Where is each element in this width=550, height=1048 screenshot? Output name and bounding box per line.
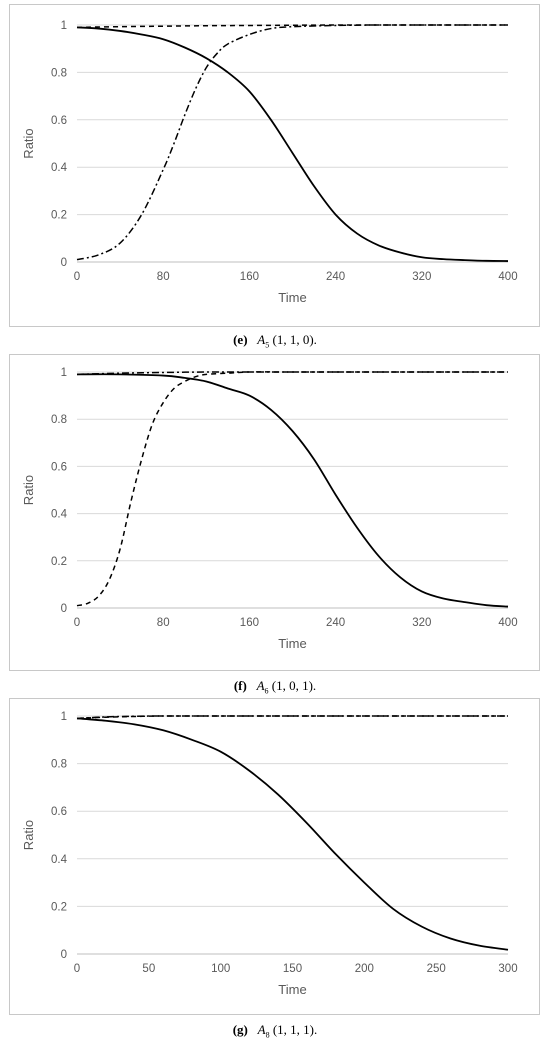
y-tick-label: 0.6 bbox=[51, 806, 67, 818]
x-tick-label: 150 bbox=[283, 963, 302, 975]
x-axis-title: Time bbox=[278, 982, 306, 997]
x-tick-label: 400 bbox=[498, 617, 517, 629]
series-line-dashdot bbox=[76, 24, 508, 261]
caption-args: (1, 1, 0). bbox=[272, 332, 317, 347]
series-line-dashed bbox=[76, 24, 508, 29]
y-axis-title: Ratio bbox=[21, 820, 36, 850]
x-axis-title: Time bbox=[278, 290, 306, 305]
caption-panel-e: (e) A5 (1, 1, 0). bbox=[0, 332, 550, 350]
y-tick-label: 1 bbox=[61, 711, 67, 723]
caption-label: (e) bbox=[233, 332, 248, 347]
x-tick-label: 80 bbox=[157, 617, 170, 629]
x-tick-label: 320 bbox=[412, 617, 431, 629]
caption-subscript: 8 bbox=[265, 1030, 270, 1040]
y-axis-title: Ratio bbox=[21, 128, 36, 158]
series-line-solid bbox=[76, 26, 509, 262]
chart-panel-e: 0 0.2 0.4 0.6 0.8 1 0 80 160 240 320 400 Time Ratio bbox=[21, 20, 518, 305]
caption-label: (g) bbox=[232, 1022, 248, 1037]
y-tick-label: 0.2 bbox=[51, 901, 67, 913]
series-line-solid bbox=[76, 373, 509, 608]
caption-panel-g: (g) A8 (1, 1, 1). bbox=[0, 1022, 550, 1040]
caption-symbol: A bbox=[257, 1022, 266, 1037]
x-tick-label: 300 bbox=[498, 963, 517, 975]
y-tick-label: 0.8 bbox=[51, 759, 67, 771]
y-tick-label: 0.4 bbox=[51, 509, 68, 521]
x-tick-label: 250 bbox=[427, 963, 446, 975]
x-tick-label: 50 bbox=[142, 963, 155, 975]
y-tick-label: 0.6 bbox=[51, 461, 67, 473]
y-tick-label: 0.2 bbox=[51, 210, 67, 222]
y-tick-label: 0.2 bbox=[51, 556, 67, 568]
x-axis-title: Time bbox=[278, 636, 306, 651]
x-tick-label: 320 bbox=[412, 271, 431, 283]
y-axis-title: Ratio bbox=[21, 475, 36, 505]
chart-panel-f: 0 0.2 0.4 0.6 0.8 1 0 80 160 240 320 400 Time Ratio bbox=[21, 367, 518, 651]
caption-symbol: A bbox=[257, 332, 266, 347]
y-tick-label: 0.4 bbox=[51, 162, 68, 174]
series-line-dashed bbox=[76, 715, 508, 720]
chart-panel-g-frame bbox=[9, 698, 540, 1015]
y-tick-label: 0.8 bbox=[51, 414, 67, 426]
x-tick-label: 100 bbox=[211, 963, 230, 975]
series-line-dashdot bbox=[76, 715, 508, 720]
caption-args: (1, 0, 1). bbox=[271, 678, 317, 693]
series-line-dashed bbox=[76, 371, 508, 607]
x-tick-label: 240 bbox=[326, 617, 345, 629]
y-tick-label: 0.8 bbox=[51, 67, 67, 79]
caption-args: (1, 1, 1). bbox=[272, 1022, 318, 1037]
chart-panel-f-frame bbox=[9, 354, 540, 671]
x-tick-label: 0 bbox=[74, 963, 80, 975]
x-tick-label: 240 bbox=[326, 271, 345, 283]
caption-symbol: A bbox=[256, 678, 265, 693]
x-tick-label: 160 bbox=[240, 617, 259, 629]
y-tick-label: 0 bbox=[61, 949, 67, 961]
y-tick-label: 1 bbox=[61, 367, 67, 379]
caption-subscript: 5 bbox=[265, 340, 270, 350]
caption-subscript: 6 bbox=[264, 686, 269, 696]
x-tick-label: 160 bbox=[240, 271, 259, 283]
x-tick-label: 400 bbox=[498, 271, 517, 283]
y-tick-label: 0.6 bbox=[51, 115, 67, 127]
x-tick-label: 80 bbox=[157, 271, 170, 283]
y-tick-label: 0 bbox=[61, 257, 67, 269]
x-tick-label: 0 bbox=[74, 271, 80, 283]
series-line-solid bbox=[76, 717, 509, 951]
x-tick-label: 0 bbox=[74, 617, 80, 629]
x-tick-label: 200 bbox=[355, 963, 374, 975]
y-tick-label: 1 bbox=[61, 20, 67, 32]
chart-panel-e-frame bbox=[9, 4, 540, 327]
y-tick-label: 0.4 bbox=[51, 854, 68, 866]
caption-label: (f) bbox=[233, 678, 247, 693]
y-tick-label: 0 bbox=[61, 603, 67, 615]
caption-panel-f: (f) A6 (1, 0, 1). bbox=[0, 678, 550, 696]
